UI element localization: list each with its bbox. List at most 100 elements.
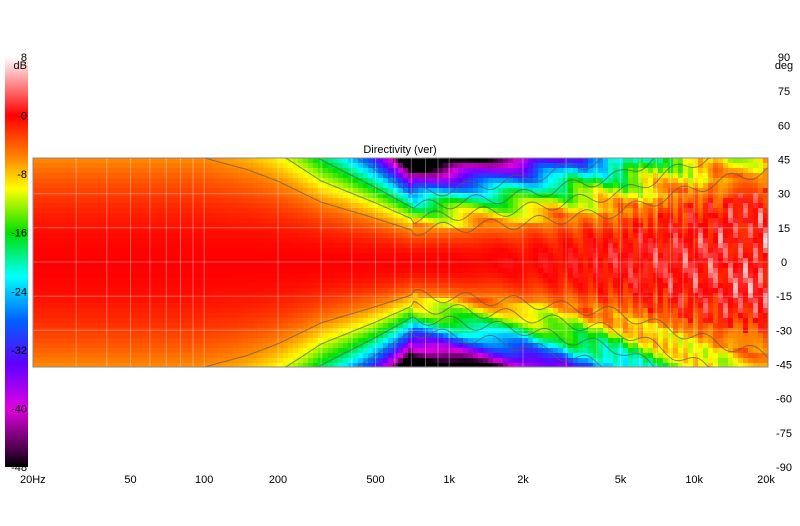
heatmap-cell xyxy=(148,273,154,279)
heatmap-cell xyxy=(448,303,454,309)
heatmap-cell xyxy=(218,263,224,269)
heatmap-cell xyxy=(523,308,529,314)
heatmap-cell xyxy=(103,243,109,249)
heatmap-cell xyxy=(483,363,489,367)
heatmap-cell xyxy=(368,178,374,184)
heatmap-cell xyxy=(288,323,294,329)
heatmap-cell xyxy=(598,308,604,314)
heatmap-cell xyxy=(568,218,574,224)
heatmap-cell xyxy=(123,338,129,344)
heatmap-cell xyxy=(163,323,169,329)
heatmap-cell xyxy=(398,158,404,164)
heatmap-cell xyxy=(438,328,444,334)
heatmap-cell xyxy=(223,238,229,244)
heatmap-cell xyxy=(533,233,539,239)
heatmap-cell xyxy=(78,158,84,164)
heatmap-cell xyxy=(133,268,139,274)
heatmap-cell xyxy=(578,348,584,354)
heatmap-cell xyxy=(323,223,329,229)
heatmap-cell xyxy=(468,188,474,194)
heatmap-cell xyxy=(213,293,219,299)
heatmap-cell xyxy=(398,323,404,329)
heatmap-cell xyxy=(108,358,114,364)
heatmap-cell xyxy=(103,318,109,324)
heatmap-cell xyxy=(233,268,239,274)
heatmap-cell xyxy=(458,308,464,314)
heatmap-cell xyxy=(573,203,579,209)
heatmap-cell xyxy=(603,293,609,299)
heatmap-cell xyxy=(588,273,594,279)
heatmap-cell xyxy=(268,288,274,294)
heatmap-cell xyxy=(453,233,459,239)
heatmap-cell xyxy=(148,168,154,174)
heatmap-cell xyxy=(588,173,594,179)
heatmap-cell xyxy=(523,343,529,349)
heatmap-cell xyxy=(158,343,164,349)
heatmap-cell xyxy=(228,158,234,164)
heatmap-cell xyxy=(133,293,139,299)
heatmap-cell xyxy=(598,183,604,189)
heatmap-cell xyxy=(433,343,439,349)
heatmap-cell xyxy=(418,173,424,179)
heatmap-cell xyxy=(488,358,494,364)
heatmap-cell xyxy=(383,188,389,194)
heatmap-cell xyxy=(343,363,349,367)
heatmap-cell xyxy=(223,273,229,279)
heatmap-cell xyxy=(353,328,359,334)
heatmap-cell xyxy=(298,228,304,234)
heatmap-cell xyxy=(43,183,49,189)
heatmap-cell xyxy=(473,253,479,259)
heatmap-cell xyxy=(348,218,354,224)
heatmap-cell xyxy=(198,343,204,349)
heatmap-cell xyxy=(433,183,439,189)
heatmap-cell xyxy=(123,223,129,229)
heatmap-cell xyxy=(483,348,489,354)
heatmap-cell xyxy=(483,188,489,194)
heatmap-cell xyxy=(573,343,579,349)
heatmap-cell xyxy=(138,313,144,319)
heatmap-cell xyxy=(48,293,54,299)
heatmap-cell xyxy=(63,168,69,174)
heatmap-cell xyxy=(363,223,369,229)
heatmap-cell xyxy=(203,313,209,319)
heatmap-cell xyxy=(203,268,209,274)
heatmap-cell xyxy=(413,278,419,284)
heatmap-cell xyxy=(298,328,304,334)
heatmap-cell xyxy=(68,273,74,279)
heatmap-cell xyxy=(453,293,459,299)
heatmap-cell xyxy=(613,328,619,334)
heatmap-cell xyxy=(433,273,439,279)
heatmap-cell xyxy=(133,248,139,254)
heatmap-cell xyxy=(178,278,184,284)
heatmap-cell xyxy=(318,303,324,309)
heatmap-cell xyxy=(83,348,89,354)
heatmap-cell xyxy=(558,198,564,204)
heatmap-cell xyxy=(408,293,414,299)
heatmap-cell xyxy=(613,253,619,259)
heatmap-cell xyxy=(258,338,264,344)
heatmap-cell xyxy=(318,333,324,339)
heatmap-cell xyxy=(403,203,409,209)
heatmap-cell xyxy=(458,203,464,209)
heatmap-cell xyxy=(173,238,179,244)
heatmap-cell xyxy=(398,233,404,239)
heatmap-cell xyxy=(338,213,344,219)
heatmap-cell xyxy=(233,338,239,344)
heatmap-cell xyxy=(138,223,144,229)
heatmap-cell xyxy=(348,263,354,269)
heatmap-cell xyxy=(193,288,199,294)
heatmap-cell xyxy=(88,343,94,349)
heatmap-cell xyxy=(263,198,269,204)
heatmap-cell xyxy=(453,278,459,284)
heatmap-cell xyxy=(48,168,54,174)
heatmap-cell xyxy=(273,208,279,214)
heatmap-cell xyxy=(243,228,249,234)
heatmap-cell xyxy=(333,263,339,269)
heatmap-cell xyxy=(48,213,54,219)
heatmap-cell xyxy=(413,338,419,344)
heatmap-cell xyxy=(443,233,449,239)
heatmap-cell xyxy=(508,258,514,264)
heatmap-cell xyxy=(58,298,64,304)
heatmap-cell xyxy=(308,338,314,344)
heatmap-cell xyxy=(83,223,89,229)
